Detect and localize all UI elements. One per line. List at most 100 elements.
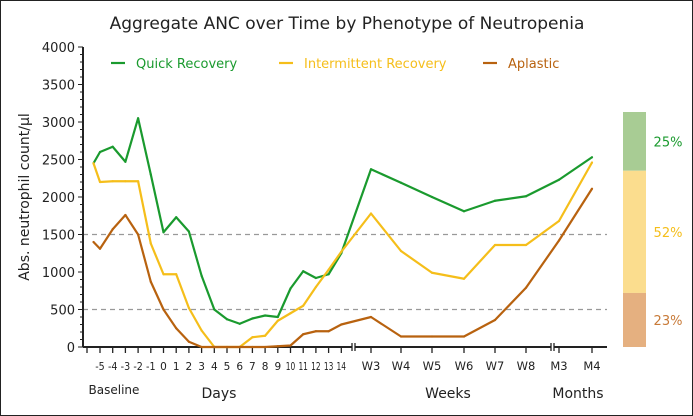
x-tick-label: 14	[337, 361, 347, 373]
proportion-segment-52	[623, 170, 646, 293]
data-point-quick-recovery	[430, 195, 434, 199]
data-point-quick-recovery	[289, 287, 292, 290]
data-point-aplastic	[369, 315, 373, 319]
legend-label-quick-recovery: Quick Recovery	[136, 57, 237, 72]
data-point-quick-recovery	[251, 317, 254, 320]
x-tick-label: M4	[583, 359, 600, 373]
data-point-intermittent-recovery	[314, 285, 317, 289]
data-point-intermittent-recovery	[327, 268, 330, 271]
data-point-quick-recovery	[137, 117, 140, 120]
data-point-quick-recovery	[524, 195, 528, 198]
data-point-quick-recovery	[302, 270, 305, 273]
data-point-quick-recovery	[314, 276, 317, 280]
data-point-quick-recovery	[238, 322, 241, 325]
x-tick-label: 9	[274, 361, 281, 373]
x-tick-label: -4	[108, 361, 118, 373]
data-point-aplastic	[124, 213, 127, 217]
data-point-intermittent-recovery	[302, 304, 305, 307]
data-point-aplastic	[187, 340, 190, 343]
data-point-intermittent-recovery	[162, 273, 165, 276]
data-point-aplastic	[251, 345, 254, 349]
x-tick-label: 13	[324, 361, 334, 373]
data-point-quick-recovery	[162, 231, 165, 234]
y-tick-label: 500	[50, 304, 75, 319]
data-point-intermittent-recovery	[137, 180, 140, 183]
legend-label-aplastic: Aplastic	[508, 57, 559, 72]
data-point-intermittent-recovery	[149, 242, 152, 245]
x-tick-label: W4	[392, 359, 411, 373]
data-point-aplastic	[590, 187, 594, 190]
x-tick-label: W3	[362, 359, 381, 373]
data-point-intermittent-recovery	[289, 312, 292, 315]
y-tick-label: 3000	[42, 116, 75, 131]
data-point-aplastic	[264, 345, 267, 349]
data-point-aplastic	[175, 327, 178, 330]
data-point-intermittent-recovery	[369, 212, 373, 215]
chart-title: Aggregate ANC over Time by Phenotype of …	[110, 14, 585, 34]
data-point-aplastic	[462, 335, 466, 338]
data-point-aplastic	[399, 335, 403, 338]
series-line-intermittent-recovery	[92, 161, 593, 349]
data-point-aplastic	[302, 333, 305, 336]
data-point-quick-recovery	[149, 173, 152, 176]
data-point-quick-recovery	[175, 216, 178, 219]
y-tick-label: 0	[67, 341, 75, 356]
data-point-quick-recovery	[493, 199, 497, 202]
data-point-aplastic	[289, 344, 292, 347]
data-point-aplastic	[92, 240, 95, 244]
data-point-aplastic	[276, 345, 279, 348]
data-point-intermittent-recovery	[264, 334, 267, 337]
proportion-segment-25	[623, 112, 646, 171]
x-tick-label: -2	[133, 361, 143, 373]
data-point-aplastic	[225, 345, 229, 349]
data-point-intermittent-recovery	[175, 273, 178, 276]
data-point-quick-recovery	[399, 181, 403, 184]
data-point-aplastic	[162, 308, 165, 311]
data-point-quick-recovery	[462, 210, 466, 213]
series-line-aplastic	[92, 188, 593, 349]
data-point-intermittent-recovery	[399, 249, 403, 253]
proportion-segment-23	[623, 292, 646, 347]
data-point-intermittent-recovery	[187, 306, 190, 310]
data-point-aplastic	[327, 330, 330, 333]
data-point-quick-recovery	[213, 308, 216, 311]
x-tick-label: W8	[517, 359, 536, 373]
data-point-quick-recovery	[187, 230, 190, 233]
y-tick-label: 1500	[42, 229, 75, 244]
data-point-quick-recovery	[200, 274, 203, 277]
x-group-label-days: Days	[202, 386, 237, 402]
data-point-intermittent-recovery	[98, 180, 102, 184]
data-point-intermittent-recovery	[124, 180, 127, 183]
data-point-aplastic	[213, 345, 216, 349]
data-point-intermittent-recovery	[462, 277, 466, 280]
y-tick-label: 1000	[42, 266, 75, 281]
data-point-intermittent-recovery	[111, 180, 114, 183]
data-point-quick-recovery	[276, 315, 279, 319]
proportion-label: 23%	[654, 314, 683, 329]
data-point-aplastic	[557, 239, 561, 242]
x-tick-label: 12	[311, 361, 321, 373]
data-point-quick-recovery	[369, 168, 373, 171]
data-point-quick-recovery	[327, 273, 330, 276]
data-point-intermittent-recovery	[524, 243, 528, 247]
data-point-intermittent-recovery	[200, 329, 203, 332]
y-axis-label: Abs. neutrophil count/µl	[17, 113, 33, 281]
data-point-aplastic	[430, 335, 434, 338]
proportion-label: 25%	[654, 135, 683, 150]
data-point-intermittent-recovery	[557, 219, 561, 223]
x-tick-label: -3	[121, 361, 131, 373]
x-tick-label: 10	[286, 361, 296, 373]
x-group-label-months: Months	[552, 386, 603, 402]
x-tick-label: 11	[298, 361, 308, 373]
x-tick-label: W6	[455, 359, 474, 373]
data-point-intermittent-recovery	[493, 243, 497, 247]
data-point-aplastic	[200, 345, 203, 349]
x-tick-label: 1	[173, 361, 180, 373]
data-point-aplastic	[340, 323, 343, 326]
x-tick-label: 4	[211, 361, 218, 373]
x-group-label-weeks: Weeks	[425, 386, 471, 402]
x-tick-label: -5	[95, 361, 105, 373]
x-tick-label: M3	[550, 359, 567, 373]
x-tick-label: -1	[146, 361, 156, 373]
